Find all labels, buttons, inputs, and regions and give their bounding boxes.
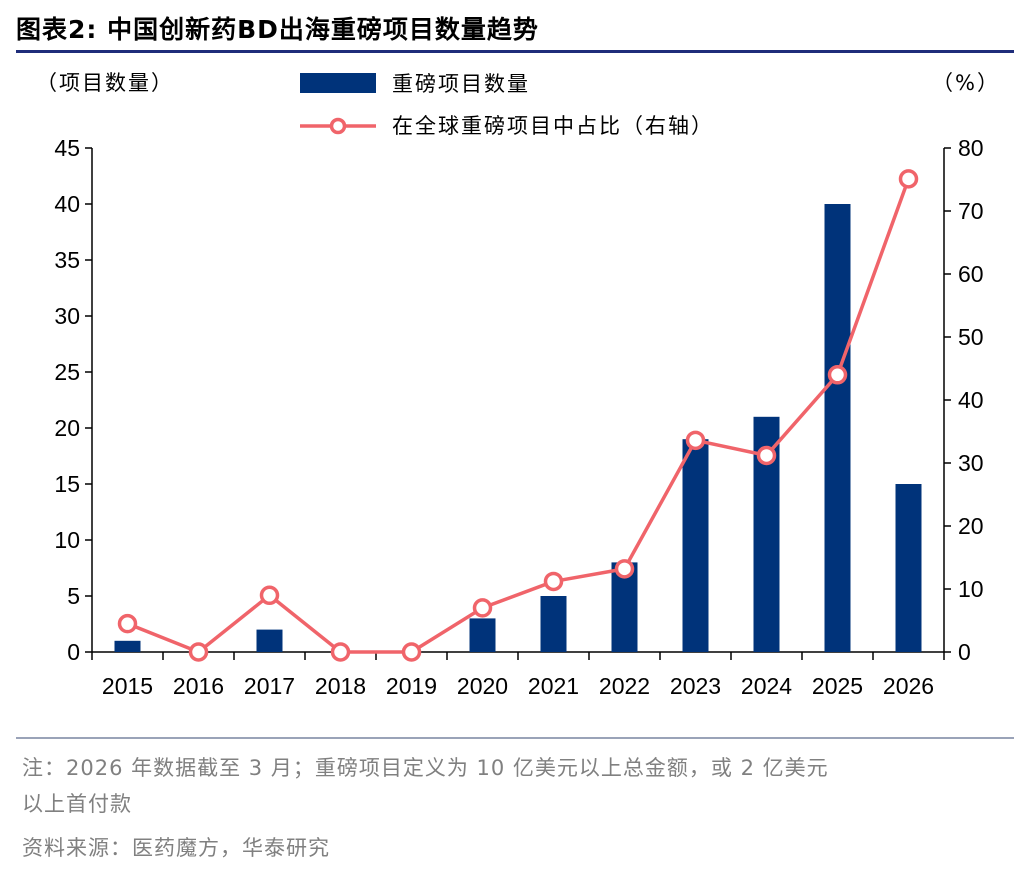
share-point-2026 xyxy=(898,169,919,189)
x-tick-label: 2015 xyxy=(102,673,153,699)
x-tick-label: 2024 xyxy=(741,673,792,699)
x-tick-label: 2021 xyxy=(528,673,579,699)
x-tick-label: 2022 xyxy=(599,673,650,699)
footer-rule xyxy=(16,737,1014,739)
right-tick-label: 70 xyxy=(958,198,984,224)
left-tick-label: 45 xyxy=(54,135,80,161)
share-point-2023 xyxy=(685,430,706,451)
share-point-2022 xyxy=(614,559,635,579)
share-point-2018 xyxy=(330,642,351,662)
right-tick-label: 50 xyxy=(958,324,984,350)
left-tick-label: 25 xyxy=(54,359,80,385)
right-tick-label: 10 xyxy=(958,576,984,602)
right-tick-label: 0 xyxy=(958,639,971,665)
legend-line-label: 在全球重磅项目中占比（右轴） xyxy=(392,114,714,138)
x-tick-label: 2026 xyxy=(883,673,934,699)
bar-2026 xyxy=(895,484,922,652)
left-tick-label: 35 xyxy=(54,247,80,273)
bar-2017 xyxy=(256,629,283,652)
source-note: 资料来源：医药魔方，华泰研究 xyxy=(22,836,330,860)
share-point-2020 xyxy=(472,598,493,618)
left-tick-label: 0 xyxy=(67,639,80,665)
x-tick-label: 2019 xyxy=(386,673,437,699)
share-point-2025 xyxy=(827,365,848,385)
bar-2021 xyxy=(540,596,567,652)
left-axis-unit-label: （项目数量） xyxy=(36,71,174,95)
legend-bar-label: 重磅项目数量 xyxy=(392,72,530,96)
right-tick-label: 80 xyxy=(958,135,984,161)
note-line-2: 以上首付款 xyxy=(22,792,132,816)
left-tick-label: 5 xyxy=(67,583,80,609)
share-point-2021 xyxy=(543,571,564,592)
right-tick-label: 40 xyxy=(958,387,984,413)
share-point-2019 xyxy=(401,642,422,662)
share-line xyxy=(126,178,911,654)
x-tick-label: 2020 xyxy=(457,673,508,699)
bar-2025 xyxy=(824,204,851,652)
left-tick-label: 10 xyxy=(54,527,80,553)
left-tick-label: 15 xyxy=(54,471,80,497)
x-tick-label: 2018 xyxy=(315,673,366,699)
right-tick-label: 30 xyxy=(958,450,984,476)
bar-2023 xyxy=(682,439,709,652)
x-tick-label: 2023 xyxy=(670,673,721,699)
left-tick-label: 20 xyxy=(54,415,80,441)
legend-line-marker xyxy=(329,117,347,135)
left-tick-label: 40 xyxy=(54,191,80,217)
legend: 重磅项目数量 在全球重磅项目中占比（右轴） xyxy=(300,72,714,138)
share-point-2015 xyxy=(117,613,138,634)
share-point-2017 xyxy=(259,585,280,606)
bar-2015 xyxy=(114,640,141,652)
right-tick-label: 20 xyxy=(958,513,984,539)
title-rule xyxy=(16,50,1014,53)
x-tick-label: 2016 xyxy=(173,673,224,699)
bar-2020 xyxy=(469,618,496,652)
share-point-2016 xyxy=(188,642,209,662)
left-tick-label: 30 xyxy=(54,303,80,329)
legend-bar-swatch xyxy=(300,73,376,93)
chart-area: （项目数量） （%） 重磅项目数量 在全球重磅项目中占比（右轴） 0 5 10 15 2… xyxy=(36,71,1000,699)
share-point-2024 xyxy=(756,445,777,466)
right-axis-unit-label: （%） xyxy=(932,71,1000,95)
figure-title: 图表2: 中国创新药BD出海重磅项目数量趋势 xyxy=(16,15,539,44)
x-tick-label: 2025 xyxy=(812,673,863,699)
note-line-1: 注：2026 年数据截至 3 月；重磅项目定义为 10 亿美元以上总金额，或 2… xyxy=(22,756,829,780)
right-tick-label: 60 xyxy=(958,261,984,287)
x-tick-label: 2017 xyxy=(244,673,295,699)
